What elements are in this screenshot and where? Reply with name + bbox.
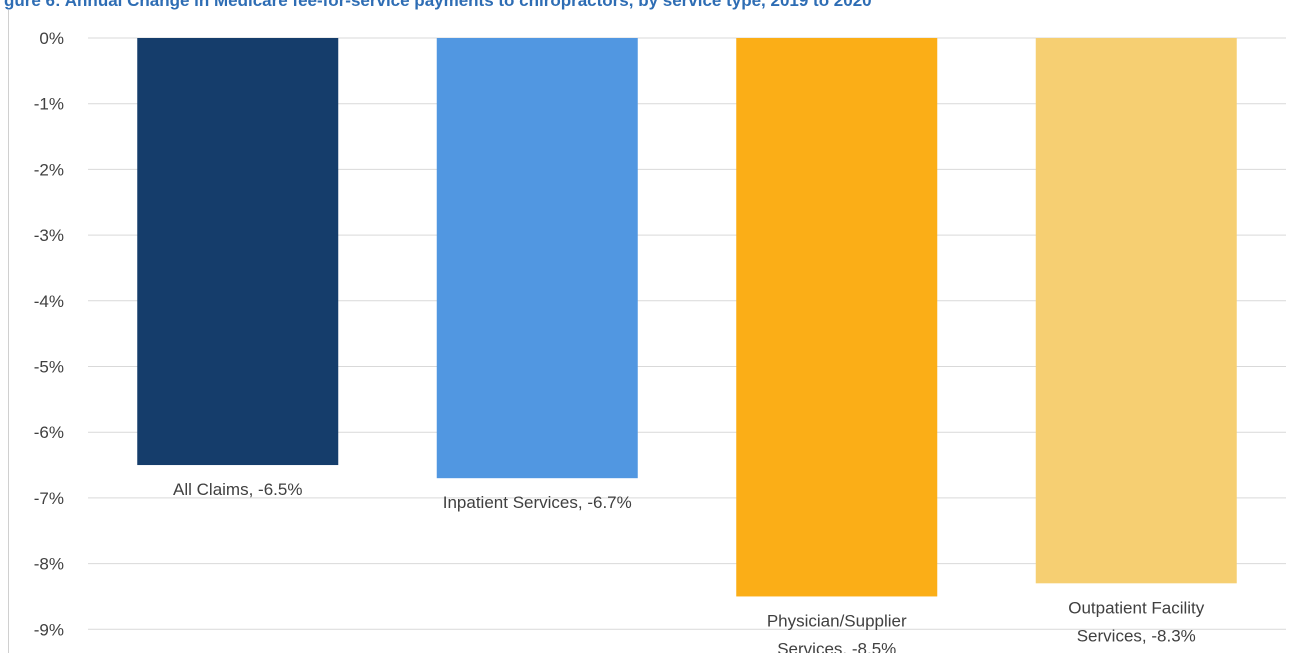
y-tick-label: -2% [34, 160, 64, 179]
chart-title: gure 6: Annual Change in Medicare fee-fo… [4, 0, 872, 10]
y-tick-label: -7% [34, 489, 64, 508]
data-label: Physician/Supplier [767, 611, 907, 630]
data-label: Outpatient Facility [1068, 598, 1205, 617]
bar-outpatient-facility-services [1035, 38, 1237, 584]
chart-frame [8, 10, 1305, 653]
bar-all-claims [137, 38, 339, 466]
y-tick-label: -8% [34, 555, 64, 574]
y-tick-label: -4% [34, 292, 64, 311]
y-tick-label: -9% [34, 620, 64, 639]
data-label: Services, -8.3% [1077, 626, 1196, 645]
data-label: Inpatient Services, -6.7% [443, 493, 632, 512]
y-tick-label: 0% [39, 29, 64, 48]
bar-physician-supplier-services [736, 38, 938, 597]
y-tick-label: -5% [34, 358, 64, 377]
y-tick-label: -1% [34, 95, 64, 114]
data-label: Services, -8.5% [777, 639, 896, 653]
data-label: All Claims, -6.5% [173, 480, 302, 499]
bar-inpatient-services [436, 38, 638, 479]
y-tick-label: -6% [34, 423, 64, 442]
y-tick-label: -3% [34, 226, 64, 245]
